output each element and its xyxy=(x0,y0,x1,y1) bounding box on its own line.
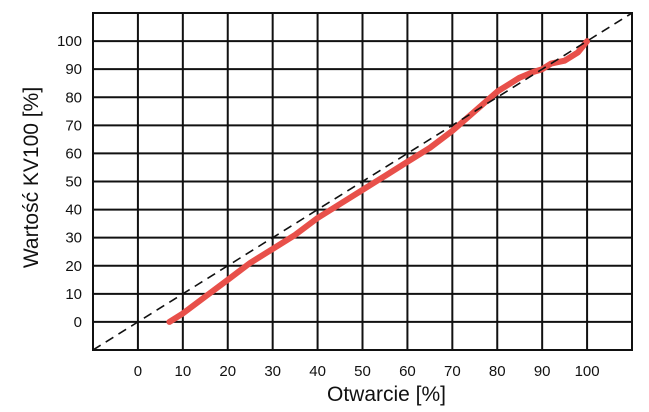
y-tick-label: 60 xyxy=(65,145,82,162)
x-tick-label: 60 xyxy=(399,363,416,380)
y-tick-label: 90 xyxy=(65,61,82,78)
y-tick-label: 80 xyxy=(65,89,82,106)
x-tick-label: 50 xyxy=(354,363,371,380)
y-tick-label: 50 xyxy=(65,174,82,191)
y-tick-labels: 0 10 20 30 40 50 60 70 80 90 100 xyxy=(57,33,82,331)
plot-frame xyxy=(92,12,633,351)
x-tick-label: 10 xyxy=(174,363,191,380)
x-axis-label: Otwarcie [%] xyxy=(327,383,446,406)
x-tick-label: 40 xyxy=(309,363,326,380)
x-tick-label: 100 xyxy=(575,363,600,380)
y-tick-label: 40 xyxy=(65,202,82,219)
x-tick-label: 30 xyxy=(264,363,281,380)
y-tick-label: 70 xyxy=(65,117,82,134)
diagonal-reference-line xyxy=(93,13,632,350)
x-tick-label: 80 xyxy=(489,363,506,380)
y-tick-label: 30 xyxy=(65,230,82,247)
y-tick-label: 10 xyxy=(65,286,82,303)
x-tick-label: 20 xyxy=(219,363,236,380)
grid xyxy=(93,13,632,350)
x-tick-label: 0 xyxy=(134,363,142,380)
y-axis-label: Wartość KV100 [%] xyxy=(20,87,43,268)
y-tick-label: 100 xyxy=(57,33,82,50)
x-tick-labels: 0 10 20 30 40 50 60 70 80 90 100 xyxy=(134,363,600,380)
x-tick-label: 70 xyxy=(444,363,461,380)
x-tick-label: 90 xyxy=(534,363,551,380)
y-tick-label: 0 xyxy=(74,314,82,331)
series-lines xyxy=(93,13,632,350)
y-tick-label: 20 xyxy=(65,258,82,275)
